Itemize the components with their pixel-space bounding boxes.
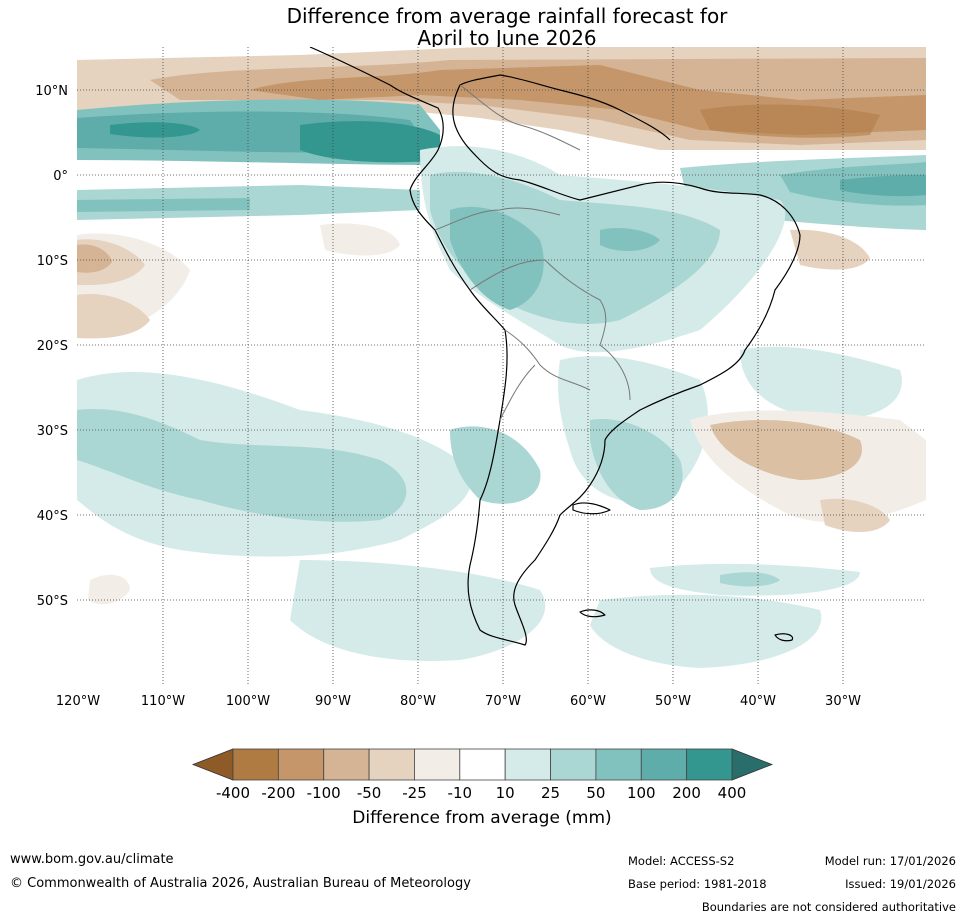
website-url: www.bom.gov.au/climate [10,852,174,867]
model-name: Model: ACCESS-S2 [628,854,735,868]
coastline-south-america [309,47,801,646]
lon-label: 50°W [655,694,691,709]
colorbar-tick-label: -100 [307,784,341,802]
colorbar-tick-label: 200 [672,784,701,802]
lon-label: 90°W [315,694,351,709]
colorbar-tick-label: -10 [448,784,473,802]
map-title-line-2: April to June 2026 [417,26,597,50]
issued-date: Issued: 19/01/2026 [845,877,956,891]
graticule [77,47,926,686]
colorbar-swatch [277,748,325,781]
colorbar-tick-label: -50 [357,784,382,802]
dry-anomaly-east-pacific [77,223,870,605]
colorbar-tick-label: 100 [627,784,656,802]
lon-label: 70°W [485,694,521,709]
colorbar-tick-label: 400 [718,784,747,802]
map-area [77,47,926,686]
lat-label: 20°S [37,339,68,354]
lon-label: 110°W [141,694,185,709]
lon-label: 120°W [56,694,100,709]
lat-label: 0° [53,169,68,184]
lon-label: 40°W [740,694,776,709]
lon-label: 30°W [825,694,861,709]
colorbar-tick-label: -25 [402,784,427,802]
colorbar-min-extension [191,748,234,781]
colorbar-tick-label: -200 [261,784,295,802]
colorbar-swatch [414,748,461,781]
colorbar-tick-label: -400 [216,784,250,802]
colorbar-swatch [323,748,370,781]
country-borders [434,84,631,421]
lat-label: 10°S [37,254,68,269]
dry-anomaly-south-atlantic [690,410,926,532]
longitude-axis: 120°W 110°W 100°W 90°W 80°W 70°W 60°W 50… [56,694,861,709]
lat-label: 40°S [37,509,68,524]
copyright-notice: © Commonwealth of Australia 2026, Austra… [10,876,471,891]
lat-label: 10°N [35,84,68,99]
colorbar: -400 -200 -100 -50 -25 -10 10 25 50 100 … [191,748,774,802]
map-title-line-1: Difference from average rainfall forecas… [286,4,728,28]
lon-label: 80°W [400,694,436,709]
colorbar-swatch [232,748,279,781]
dry-anomaly-north [77,47,926,150]
colorbar-swatch [595,748,642,781]
colorbar-swatch [504,748,551,781]
colorbar-tick-label: 50 [586,784,605,802]
latitude-axis: 10°N 0° 10°S 20°S 30°S 40°S 50°S [35,84,68,609]
lon-label: 100°W [226,694,270,709]
colorbar-swatch [550,748,597,781]
wet-anomaly-midlatitude [77,346,902,668]
boundary-disclaimer: Boundaries are not considered authoritat… [701,900,956,914]
lon-label: 60°W [570,694,606,709]
model-run-date: Model run: 17/01/2026 [824,854,956,868]
colorbar-swatch [368,748,415,781]
colorbar-title: Difference from average (mm) [352,808,612,828]
colorbar-tick-label: 25 [541,784,560,802]
colorbar-max-extension [731,748,774,781]
base-period: Base period: 1981-2018 [628,877,767,891]
colorbar-tick-label: 10 [496,784,515,802]
lat-label: 50°S [37,594,68,609]
colorbar-swatch [686,748,733,781]
colorbar-swatch [459,748,506,781]
colorbar-swatch [640,748,688,781]
lat-label: 30°S [37,424,68,439]
